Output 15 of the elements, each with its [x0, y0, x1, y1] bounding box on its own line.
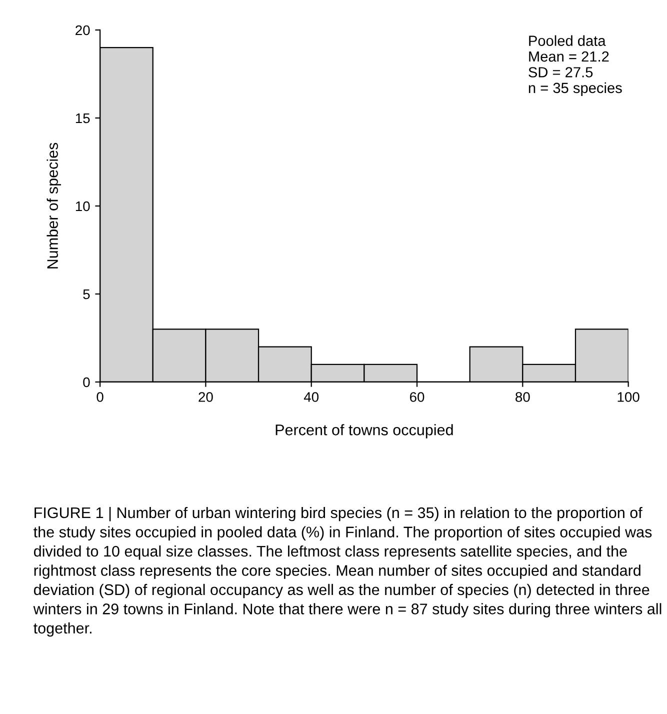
x-tick-label: 0: [96, 392, 104, 402]
y-tick-label: 20: [76, 25, 90, 36]
y-tick-label: 0: [83, 377, 90, 388]
x-axis-title: Percent of towns occupied: [276, 424, 453, 438]
y-axis-title: Number of species: [46, 142, 61, 268]
y-tick-label: 5: [83, 289, 90, 300]
y-tick-label: 10: [76, 201, 90, 212]
y-tick-label: 15: [76, 113, 90, 124]
x-tick-label: 80: [516, 392, 530, 402]
x-tick-label: 60: [410, 392, 424, 402]
annotation: Pooled data Mean = 21.2 SD = 27.5 n = 35 species: [528, 35, 622, 96]
x-tick-label: 100: [618, 392, 640, 402]
x-tick-label: 20: [198, 392, 213, 402]
x-tick-label: 40: [304, 392, 319, 402]
caption: FIGURE 1 | Number of urban wintering bird species (n = 35) in relation to the proportion of the study sites occupied in pooled data (%) in Finland. The proportion of sites occupied was divided to 10 equal size classes. The leftmost class represents satellite species, and the rightmost class represents the core species. Mean number of sites occupied and standard deviation (SD) of regional occupancy as well as the number of species (n) detected in three winters in 29 towns in Finland. Note that there were n = 87 study sites during three winters all together.: [33, 506, 662, 637]
